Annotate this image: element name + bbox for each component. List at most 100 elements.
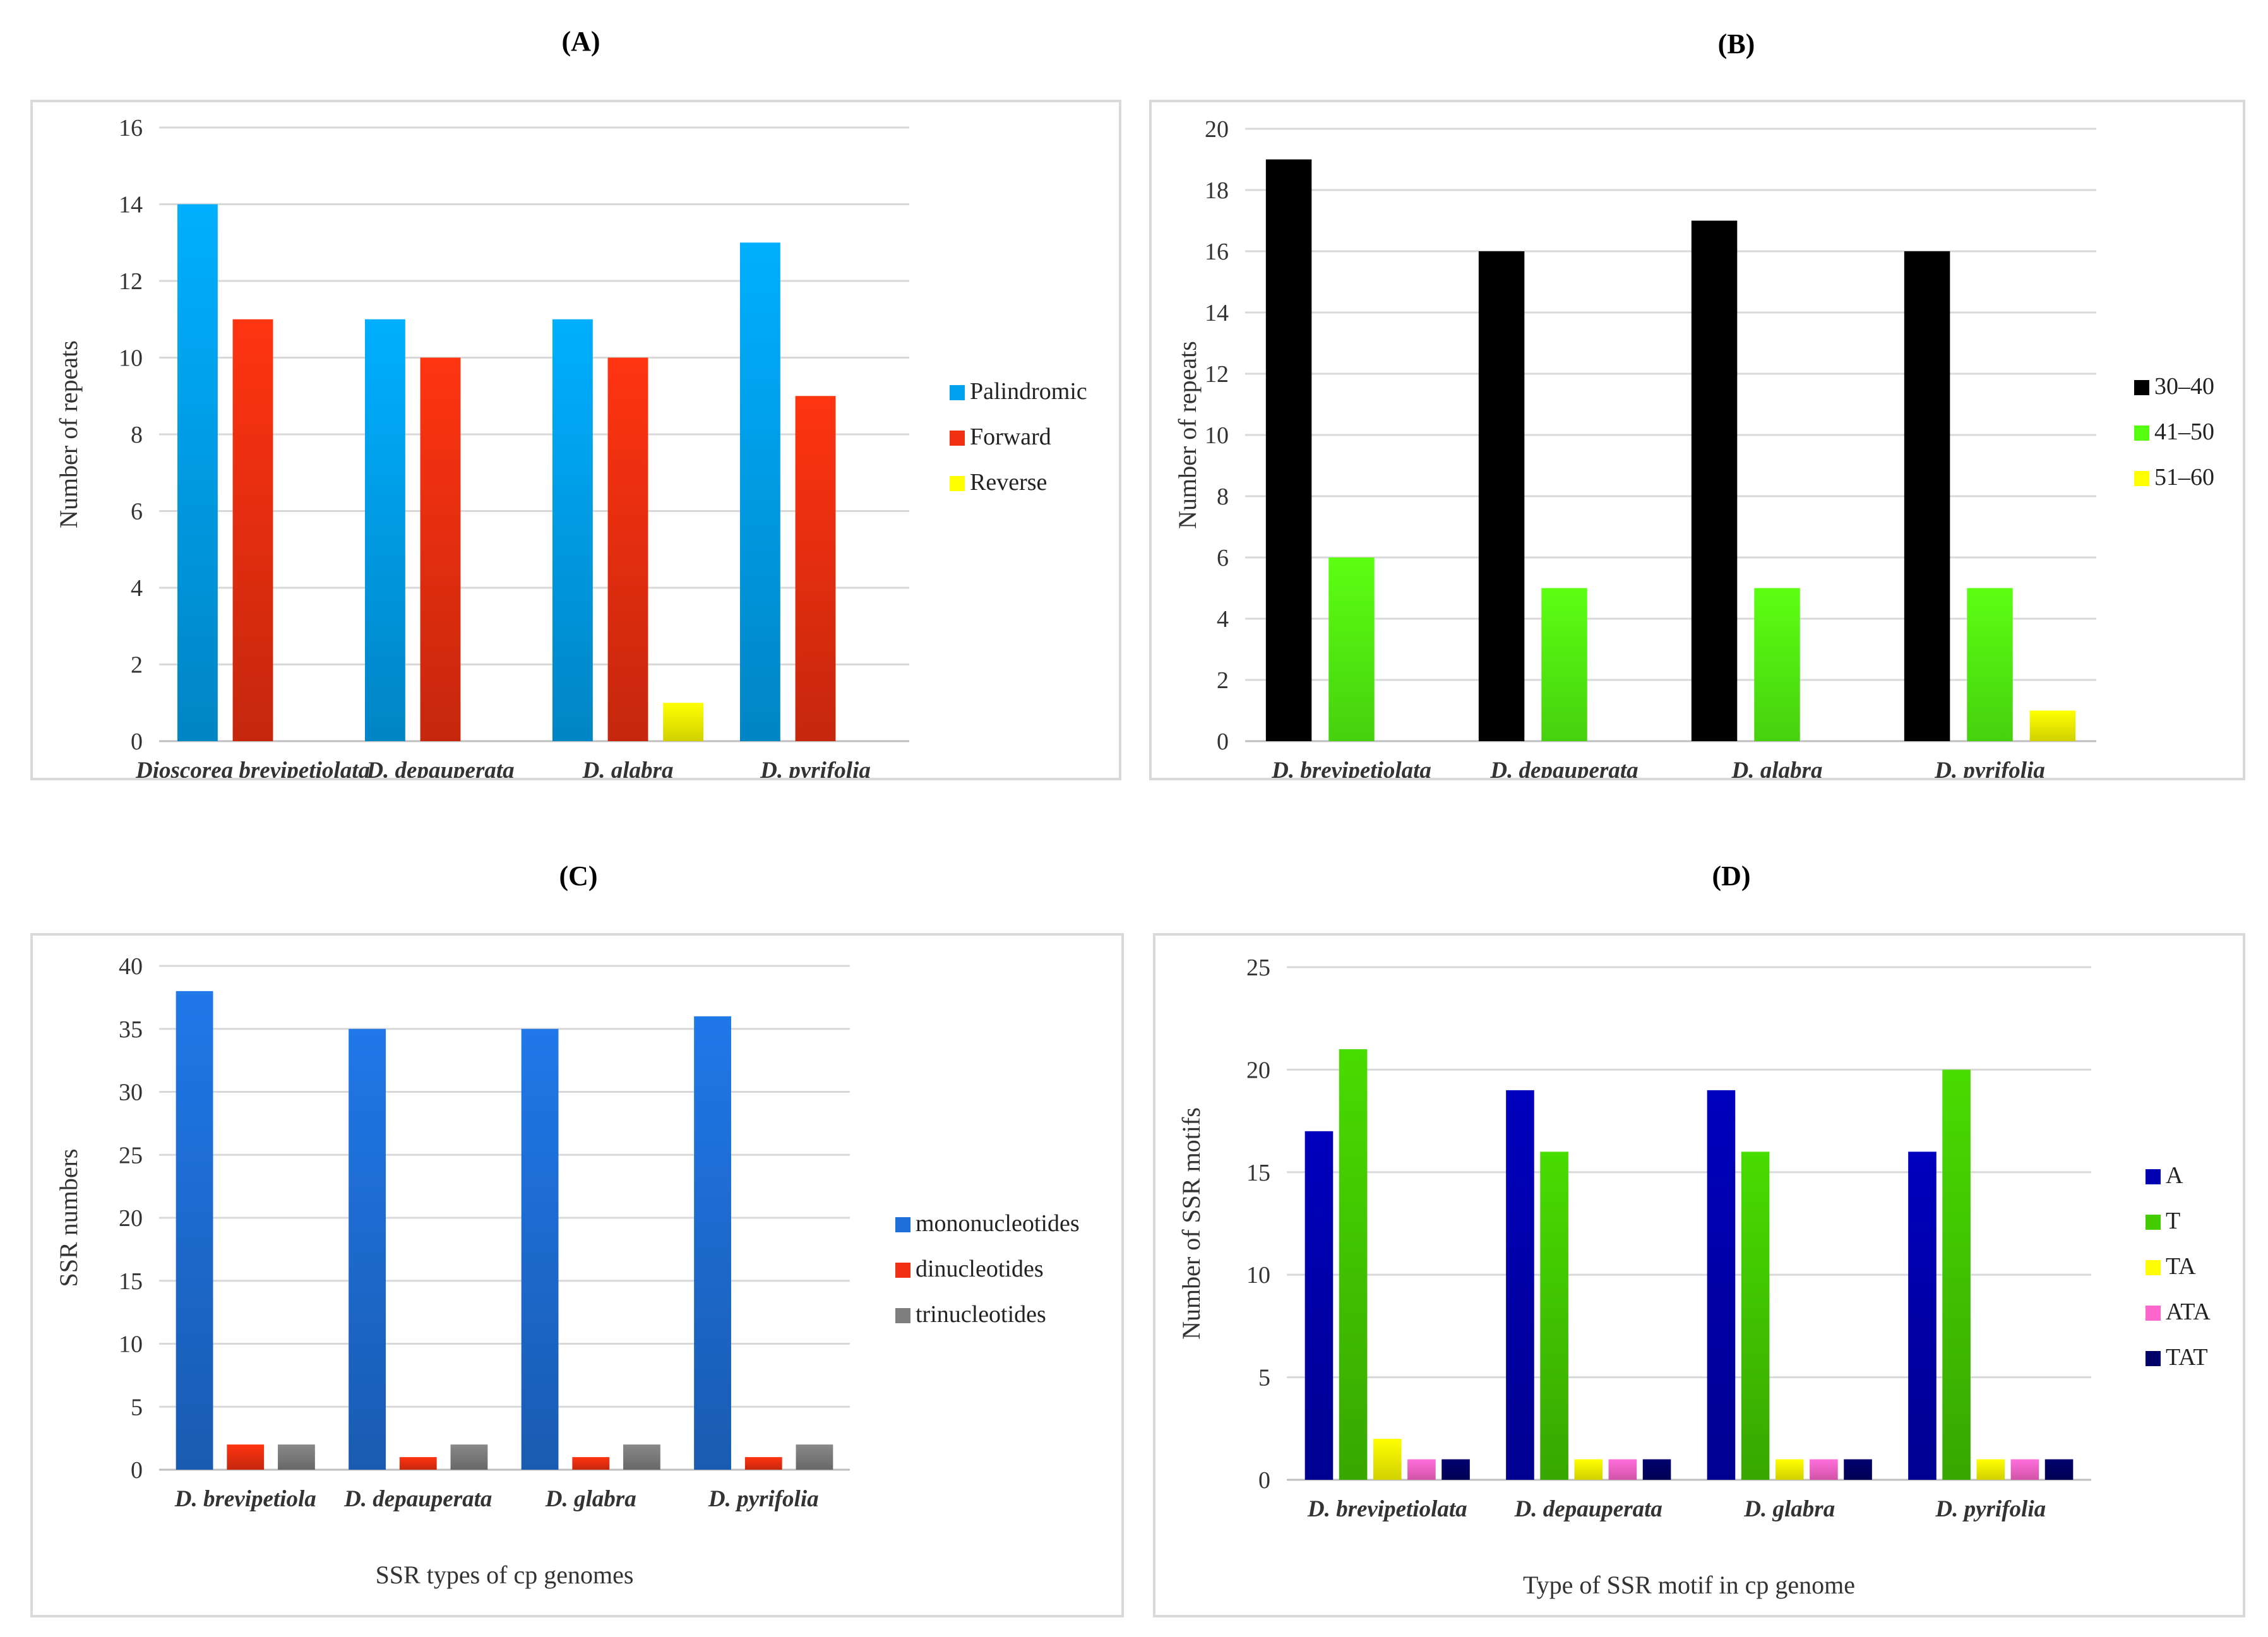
x-category-label: D. depauperata <box>366 758 514 778</box>
bar-forward-3 <box>607 357 648 741</box>
legend-label: TA <box>2166 1253 2196 1280</box>
bar-mononucleotides-2 <box>349 1028 386 1470</box>
legend-label: Reverse <box>970 469 1047 496</box>
legend-swatch <box>2146 1351 2161 1366</box>
bar-t-2 <box>1540 1152 1568 1480</box>
legend-label: 51–60 <box>2154 464 2214 491</box>
bar-forward-4 <box>795 396 836 741</box>
y-tick-label: 18 <box>1205 177 1229 204</box>
panel-label-c: (C) <box>559 860 598 891</box>
bar-41-50-1 <box>1328 557 1375 741</box>
legend-swatch <box>895 1263 910 1278</box>
y-tick-label: 20 <box>1246 1057 1270 1083</box>
bar-trinucleotides-3 <box>623 1444 660 1470</box>
bar-ta-1 <box>1373 1439 1402 1480</box>
y-tick-label: 8 <box>1217 484 1229 510</box>
chart-c: 0 5 10 15 20 25 30 35 40 D. brevipetiola D. depaup… <box>54 953 1080 1589</box>
y-tick-label: 10 <box>1205 422 1229 449</box>
y-tick-label: 16 <box>119 115 143 141</box>
x-category-label: D. glabra <box>1743 1496 1835 1522</box>
bar-30-40-1 <box>1265 159 1312 741</box>
bar-trinucleotides-1 <box>278 1444 315 1470</box>
x-category-label: D. depauperata <box>1514 1496 1662 1522</box>
legend-label: 41–50 <box>2154 419 2214 445</box>
legend-swatch <box>895 1217 910 1232</box>
x-category-label: D. glabra <box>1731 758 1823 778</box>
y-tick-label: 2 <box>1217 667 1229 694</box>
bar-t-3 <box>1741 1152 1770 1480</box>
y-tick-label: 12 <box>1205 361 1229 388</box>
y-tick-label: 10 <box>1246 1262 1270 1289</box>
y-axis-title: Number of SSR motifs <box>1177 1107 1205 1340</box>
legend-label: A <box>2166 1162 2183 1189</box>
legend-swatch <box>950 431 965 446</box>
bar-30-40-2 <box>1478 251 1525 741</box>
y-tick-label: 30 <box>119 1080 143 1106</box>
y-tick-label: 0 <box>131 729 143 755</box>
y-tick-label: 20 <box>1205 116 1229 143</box>
y-tick-label: 6 <box>1217 545 1229 571</box>
legend-label: Palindromic <box>970 378 1087 405</box>
legend-swatch <box>2146 1215 2161 1230</box>
legend-swatch <box>950 476 965 491</box>
y-tick-label: 8 <box>131 422 143 448</box>
legend-swatch <box>2146 1306 2161 1321</box>
x-category-label: D. glabra <box>582 758 674 778</box>
y-tick-label: 15 <box>119 1268 143 1295</box>
chart-panel-a: 0 2 4 6 8 10 12 14 16 Dioscorea brevipetiolata D. … <box>30 100 1121 780</box>
legend-label: 30–40 <box>2154 373 2214 400</box>
legend-swatch <box>950 385 965 400</box>
panel-label-d: (D) <box>1712 860 1751 891</box>
y-tick-label: 25 <box>1246 955 1270 981</box>
y-tick-label: 0 <box>1258 1467 1270 1494</box>
legend-label: dinucleotides <box>916 1256 1044 1282</box>
y-tick-label: 14 <box>1205 300 1229 326</box>
x-category-label: D. pyrifolia <box>708 1486 819 1512</box>
bar-tat-3 <box>1844 1459 1872 1480</box>
y-tick-label: 4 <box>131 575 143 602</box>
legend-swatch <box>2134 380 2149 395</box>
y-tick-label: 6 <box>131 499 143 525</box>
chart-b: 0 2 4 6 8 10 12 14 16 18 20 D. brevipetiolata D. dep… <box>1173 116 2214 778</box>
bar-dinucleotides-1 <box>227 1444 265 1470</box>
x-axis-title: Type of SSR motif in cp genome <box>1523 1571 1855 1599</box>
bar-reverse-3 <box>663 703 704 741</box>
bar-41-50-3 <box>1754 588 1800 741</box>
panel-label-a: (A) <box>561 26 600 57</box>
bar-dinucleotides-3 <box>572 1457 610 1470</box>
legend-swatch <box>895 1308 910 1323</box>
x-category-label: D. pyrifolia <box>1935 1496 2046 1522</box>
bar-forward-2 <box>420 357 461 741</box>
y-tick-label: 15 <box>1246 1160 1270 1186</box>
panel-label-b: (B) <box>1717 28 1755 59</box>
bar-a-1 <box>1304 1131 1334 1480</box>
y-tick-label: 0 <box>1217 729 1229 755</box>
bar-ta-2 <box>1574 1459 1603 1480</box>
bar-ata-4 <box>2010 1459 2039 1480</box>
bar-ta-4 <box>1976 1459 2005 1480</box>
bar-ata-1 <box>1407 1459 1436 1480</box>
y-tick-label: 20 <box>119 1205 143 1232</box>
legend-swatch <box>2134 471 2149 486</box>
chart-panel-b: 0 2 4 6 8 10 12 14 16 18 20 D. brevipetiolata D. dep… <box>1149 100 2245 780</box>
bar-trinucleotides-2 <box>450 1444 488 1470</box>
bar-palindromic-1 <box>177 204 218 741</box>
x-category-label: Dioscorea brevipetiolata <box>135 758 370 778</box>
chart-panel-d: 0 5 10 15 20 25 D. brevipetiolata D. depauperat… <box>1153 933 2245 1617</box>
bar-dinucleotides-4 <box>744 1457 782 1470</box>
legend-label: Forward <box>970 424 1051 450</box>
bar-mononucleotides-4 <box>694 1016 731 1470</box>
bar-forward-1 <box>232 319 273 741</box>
y-tick-label: 5 <box>131 1394 143 1420</box>
y-tick-label: 10 <box>119 1331 143 1358</box>
y-tick-label: 12 <box>119 268 143 295</box>
chart-panel-c: 0 5 10 15 20 25 30 35 40 D. brevipetiola D. depaup… <box>30 933 1124 1617</box>
bar-ata-2 <box>1608 1459 1637 1480</box>
bar-a-2 <box>1506 1090 1534 1480</box>
bar-ta-3 <box>1775 1459 1804 1480</box>
y-tick-label: 25 <box>119 1142 143 1169</box>
bar-51-60-4 <box>2029 710 2076 741</box>
legend-swatch <box>2146 1260 2161 1275</box>
legend-swatch <box>2134 426 2149 441</box>
